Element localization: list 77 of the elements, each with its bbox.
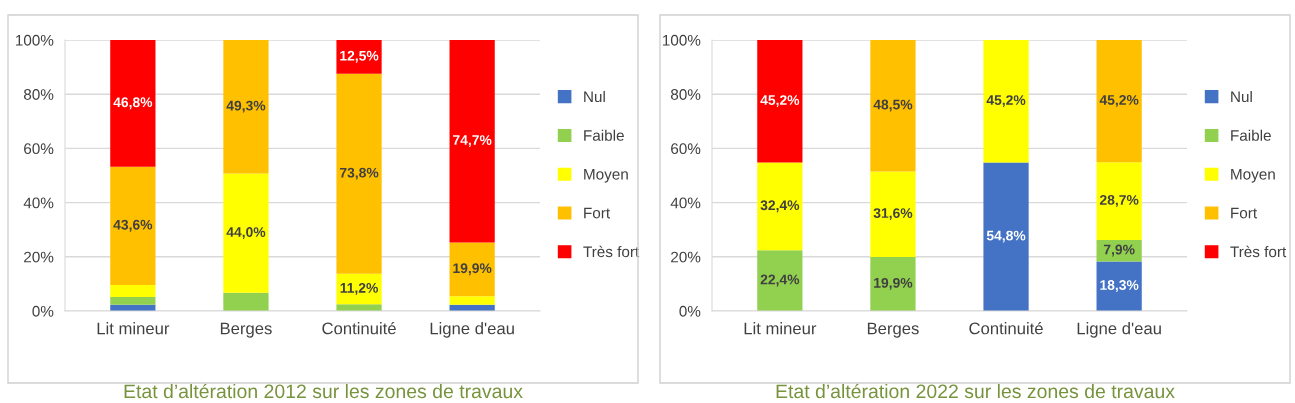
data-label: 48,5%	[873, 99, 913, 112]
y-tick-label: 80%	[23, 89, 54, 100]
x-tick-label: Ligne d'eau	[1077, 322, 1161, 338]
y-tick-label: 0%	[679, 305, 701, 317]
x-tick-label: Continuité	[322, 321, 396, 335]
legend-label: Faible	[1231, 129, 1271, 141]
data-label: 18,3%	[1100, 280, 1139, 292]
data-label: 46,8%	[113, 97, 153, 110]
legend-label: Nul	[584, 90, 605, 103]
bar	[1096, 40, 1142, 163]
bar	[1096, 162, 1142, 240]
bar	[449, 296, 495, 305]
data-label: 28,7%	[1099, 195, 1139, 207]
bar	[870, 257, 916, 311]
y-tick-label: 60%	[24, 143, 54, 155]
bar	[336, 304, 382, 311]
bar	[449, 40, 495, 243]
legend-label: Fort	[1231, 207, 1257, 219]
data-label: 45,2%	[760, 95, 800, 107]
data-label: 73,8%	[339, 167, 379, 180]
bar	[870, 40, 916, 172]
data-label: 45,2%	[986, 95, 1026, 107]
bar	[223, 40, 269, 174]
bar	[336, 40, 382, 74]
y-tick-label: 80%	[670, 89, 701, 100]
bar	[757, 40, 803, 163]
legend-label: Faible	[584, 129, 624, 141]
legend-label: Fort	[584, 207, 610, 219]
y-tick-label: 40%	[23, 197, 54, 209]
data-label: 54,8%	[986, 230, 1026, 243]
y-tick-label: 20%	[24, 251, 54, 263]
bar	[983, 40, 1029, 163]
x-tick-label: Continuité	[969, 321, 1043, 335]
data-label: 32,4%	[760, 200, 800, 213]
text: Etat d’altération 2012 sur les zones de travaux	[124, 383, 523, 399]
x-tick-label: Lit mineur	[97, 322, 170, 335]
bar	[110, 166, 156, 285]
bar	[110, 40, 156, 167]
data-label: 22,4%	[760, 274, 800, 287]
x-tick-label: Lit mineur	[744, 322, 817, 335]
data-label: 74,7%	[453, 135, 492, 147]
x-tick-label: Ligne d'eau	[430, 322, 514, 338]
text: Etat d’altération 2022 sur les zones de travaux	[776, 383, 1175, 399]
x-tick-label: Berges	[220, 322, 272, 338]
y-tick-label: 0%	[32, 305, 54, 317]
legend-label: Moyen	[584, 168, 628, 183]
bar	[870, 171, 916, 258]
data-label: 19,9%	[874, 277, 913, 290]
data-label: 44,0%	[226, 227, 266, 239]
y-tick-label: 20%	[671, 251, 701, 263]
bar	[983, 162, 1029, 311]
data-label: 11,2%	[340, 282, 378, 295]
bar	[110, 284, 156, 297]
bar	[336, 73, 382, 274]
data-label: 12,5%	[340, 50, 379, 63]
data-label: 49,3%	[226, 100, 266, 113]
bar	[757, 250, 803, 311]
legend-label: Très fort	[583, 245, 640, 258]
bar	[110, 296, 156, 305]
y-tick-label: 100%	[15, 34, 54, 46]
bar	[223, 173, 269, 293]
data-label: 43,6%	[113, 219, 153, 232]
legend-label: Très fort	[1230, 245, 1287, 258]
legend-label: Moyen	[1231, 168, 1275, 183]
data-label: 19,9%	[453, 263, 492, 276]
data-label: 45,2%	[1099, 95, 1139, 107]
bar	[449, 242, 495, 297]
bar	[757, 162, 803, 251]
x-tick-label: Berges	[867, 322, 919, 338]
y-tick-label: 100%	[662, 34, 701, 46]
data-label: 7,9%	[1103, 244, 1135, 257]
bar	[223, 292, 269, 311]
bar	[1096, 261, 1142, 311]
y-tick-label: 40%	[670, 197, 701, 209]
legend-label: Nul	[1231, 90, 1252, 103]
y-tick-label: 60%	[671, 143, 701, 155]
data-label: 31,6%	[873, 208, 913, 220]
